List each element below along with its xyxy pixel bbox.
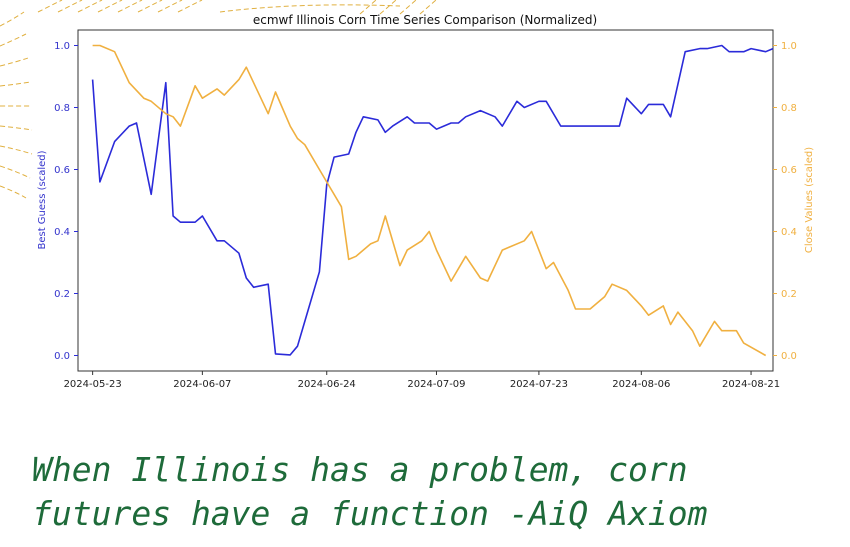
right-axis-ticks: 0.0 0.2 0.4 0.6 0.8 1.0 — [773, 41, 797, 362]
x-tick-label: 2024-08-06 — [612, 379, 670, 390]
y-right-tick-label: 1.0 — [781, 41, 797, 52]
y-left-tick-label: 0.2 — [54, 289, 70, 300]
y-right-tick-label: 0.6 — [781, 165, 797, 176]
plot-frame — [77, 29, 774, 372]
y-right-tick-label: 0.4 — [781, 227, 797, 238]
y-right-tick-label: 0.8 — [781, 103, 797, 114]
x-tick-label: 2024-06-07 — [173, 379, 231, 390]
x-axis-ticks: 2024-05-23 2024-06-07 2024-06-24 2024-07-09… — [64, 371, 780, 390]
x-tick-label: 2024-05-23 — [64, 379, 122, 390]
x-tick-label: 2024-06-24 — [298, 379, 356, 390]
y-left-tick-label: 0.6 — [54, 165, 70, 176]
y-left-tick-label: 1.0 — [54, 41, 70, 52]
y-axis-right-label: Close Values (scaled) — [804, 147, 815, 253]
left-axis-ticks: 0.0 0.2 0.4 0.6 0.8 1.0 — [54, 41, 78, 362]
y-right-tick-label: 0.2 — [781, 289, 797, 300]
x-tick-label: 2024-08-21 — [722, 379, 780, 390]
x-tick-label: 2024-07-23 — [510, 379, 568, 390]
decorative-lines — [0, 0, 437, 199]
x-tick-label: 2024-07-09 — [407, 379, 465, 390]
y-left-tick-label: 0.8 — [54, 103, 70, 114]
close-values-line — [92, 44, 767, 357]
chart-title: ecmwf Illinois Corn Time Series Comparis… — [253, 13, 597, 27]
best-guess-line — [91, 44, 774, 356]
time-series-chart: ecmwf Illinois Corn Time Series Comparis… — [37, 13, 815, 390]
y-axis-left-label: Best Guess (scaled) — [37, 150, 48, 249]
y-left-tick-label: 0.0 — [54, 351, 70, 362]
series-layer — [91, 44, 774, 357]
y-left-tick-label: 0.4 — [54, 227, 70, 238]
caption-quote: When Illinois has a problem, corn future… — [32, 450, 708, 533]
y-right-tick-label: 0.0 — [781, 351, 797, 362]
